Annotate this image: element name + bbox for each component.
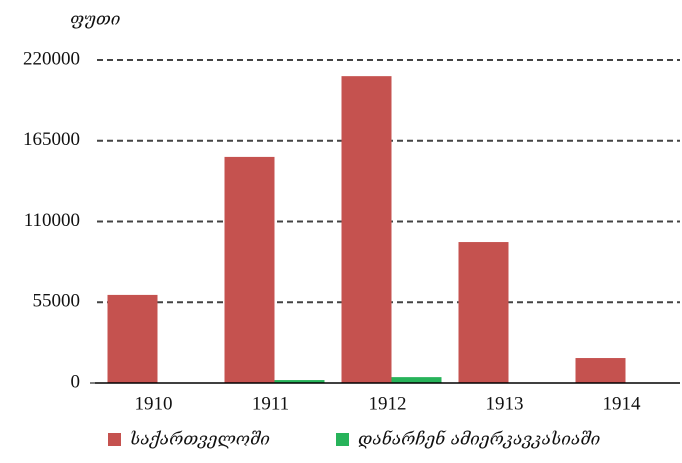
bar [391,377,442,383]
y-tick-label: 55000 [33,291,81,312]
x-tick-label: 1913 [486,393,524,414]
bar [274,380,325,383]
y-tick-label: 110000 [24,210,80,231]
y-tick-label: 165000 [23,129,80,150]
legend-swatch [336,433,349,446]
bar [224,156,275,383]
bar [575,358,626,383]
x-tick-label: 1914 [603,393,642,414]
y-tick-label: 0 [71,371,81,392]
legend-label: დანარჩენ ამიერკავკასიაში [358,430,600,450]
bar [458,242,509,383]
x-tick-label: 1912 [369,393,407,414]
y-axis-label: ფუთი [70,10,120,30]
x-tick-label: 1911 [252,393,289,414]
legend-label: საქართველოში [130,430,270,450]
bar [341,76,392,384]
y-tick-label: 220000 [23,48,80,69]
bar [107,294,158,383]
x-tick-label: 1910 [135,393,173,414]
legend-swatch [108,433,121,446]
